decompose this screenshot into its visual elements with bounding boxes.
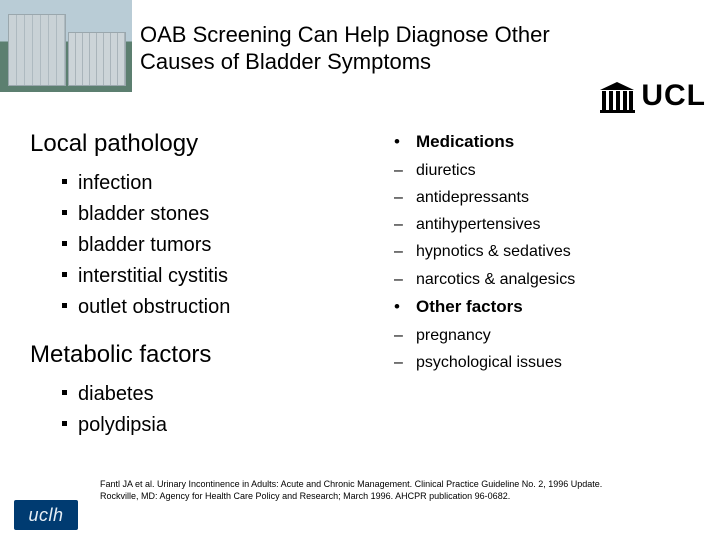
slide-title: OAB Screening Can Help Diagnose Other Ca… <box>140 22 570 76</box>
list-item: diabetes <box>62 379 360 410</box>
slide: OAB Screening Can Help Diagnose Other Ca… <box>0 0 720 540</box>
list-item: infection <box>62 168 360 199</box>
other-factors-list: pregnancy psychological issues <box>390 322 700 376</box>
local-pathology-list: infection bladder stones bladder tumors … <box>62 168 360 323</box>
group-heading-other-factors: Other factors <box>390 293 700 322</box>
list-item: interstitial cystitis <box>62 261 360 292</box>
list-item: psychological issues <box>390 349 700 376</box>
citation-line: Fantl JA et al. Urinary Incontinence in … <box>100 478 690 490</box>
list-item: bladder tumors <box>62 230 360 261</box>
list-item: pregnancy <box>390 322 700 349</box>
slide-body: Local pathology infection bladder stones… <box>30 128 700 480</box>
citation: Fantl JA et al. Urinary Incontinence in … <box>100 478 690 502</box>
header-photo <box>0 0 132 92</box>
section-heading-metabolic: Metabolic factors <box>30 341 360 369</box>
header: OAB Screening Can Help Diagnose Other Ca… <box>0 0 720 105</box>
other-factors-heading-list: Other factors <box>390 293 700 322</box>
list-item: antihypertensives <box>390 211 700 238</box>
uclh-logo: uclh <box>14 500 78 530</box>
list-item: polydipsia <box>62 410 360 441</box>
ucl-logo: UCL <box>600 78 706 114</box>
right-column: Medications diuretics antidepressants an… <box>360 128 700 480</box>
list-item: narcotics & analgesics <box>390 266 700 293</box>
list-item: bladder stones <box>62 199 360 230</box>
ucl-portico-icon <box>600 82 635 110</box>
group-heading-medications: Medications <box>390 128 700 157</box>
ucl-wordmark: UCL <box>641 79 706 113</box>
section-heading-local-pathology: Local pathology <box>30 130 360 158</box>
citation-line: Rockville, MD: Agency for Health Care Po… <box>100 490 690 502</box>
list-item: diuretics <box>390 157 700 184</box>
metabolic-list: diabetes polydipsia <box>62 379 360 441</box>
left-column: Local pathology infection bladder stones… <box>30 128 360 480</box>
list-item: hypnotics & sedatives <box>390 238 700 265</box>
medications-heading-list: Medications <box>390 128 700 157</box>
list-item: outlet obstruction <box>62 292 360 323</box>
list-item: antidepressants <box>390 184 700 211</box>
medications-list: diuretics antidepressants antihypertensi… <box>390 157 700 293</box>
